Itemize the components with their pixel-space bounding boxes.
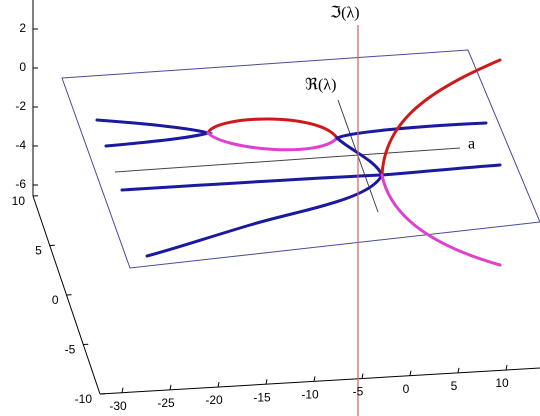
x-tick [505,364,508,371]
y-tick-label: -10 [75,392,93,406]
x-tick [265,379,268,385]
y-tick-label: 5 [35,244,42,258]
x-tick [409,370,412,376]
curves [95,58,502,267]
x-tick [361,373,364,379]
z-tick-label: -2 [15,99,26,113]
axes-box [32,0,540,395]
magenta-curve [206,131,339,152]
y-tick-label: -5 [65,343,76,357]
x-tick-label: -20 [205,393,223,407]
z-tick-label: -6 [15,177,26,191]
x-tick [457,367,460,373]
z-tick-label: 2 [19,21,26,35]
a-line [114,147,461,173]
z-tick-label: -4 [15,138,26,152]
x-tick-label: 5 [451,379,458,393]
x-tick-label: -15 [253,390,271,404]
x-tick [217,381,220,388]
x-tick-label: -30 [109,399,127,413]
y-tick-label: 10 [12,194,26,208]
x-tick [169,384,172,390]
x-tick-label: 0 [403,382,410,396]
x-tick-label: -25 [157,396,175,410]
z-tick-label: 0 [19,60,26,74]
red-curve [380,58,502,177]
x-tick [121,387,124,393]
annotation: ℜ(λ) [305,77,336,94]
x-tick-label: 10 [495,376,509,390]
red-curve [206,117,339,140]
x-tick-label: -10 [301,388,319,402]
blue-curve [335,121,488,140]
plane [61,49,540,269]
y-tick-label: 0 [52,293,59,307]
x-tick [313,376,316,382]
x-axis [99,367,540,395]
annotation: a [468,136,475,153]
annotation: ℑ(λ) [330,5,360,22]
magenta-curve [380,173,502,267]
blue-curve [120,163,502,192]
blue-curve [145,136,384,258]
blue-curve [95,118,214,148]
x-tick-label: -5 [353,385,364,399]
